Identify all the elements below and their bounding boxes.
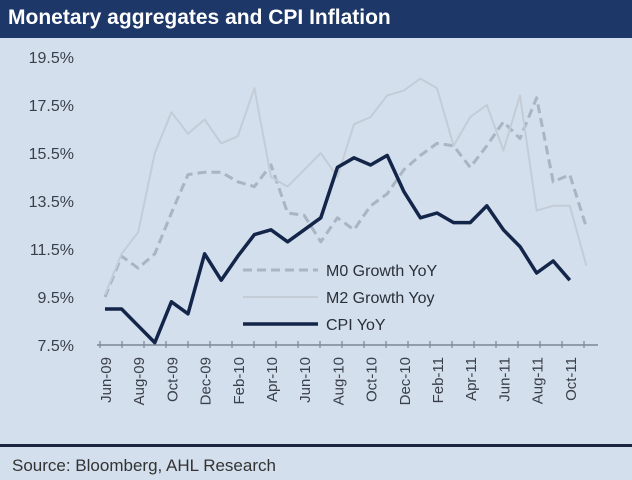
y-tick-label: 7.5%	[38, 338, 74, 355]
x-tick-label: Apr-11	[463, 357, 480, 401]
y-tick-label: 19.5%	[29, 50, 74, 67]
x-tick-label: Feb-10	[231, 357, 248, 405]
x-tick-label: Feb-11	[430, 357, 447, 403]
source-note: Source: Bloomberg, AHL Research	[12, 456, 276, 475]
x-tick-label: Aug-09	[131, 357, 148, 405]
divider	[0, 444, 632, 447]
y-tick-label: 11.5%	[30, 242, 74, 259]
legend-label: M0 Growth YoY	[326, 263, 438, 280]
x-tick-label: Jun-11	[496, 357, 513, 402]
x-tick-label: Jun-10	[297, 357, 314, 403]
x-tick-label: Jun-09	[98, 357, 115, 403]
x-tick-label: Aug-11	[530, 357, 547, 404]
x-tick-label: Oct-09	[164, 357, 181, 402]
series-line-cpi-yoy	[105, 153, 572, 345]
y-tick-label: 15.5%	[29, 146, 74, 163]
series-line-m2-growth-yoy	[104, 77, 588, 295]
chart: 19.5% 17.5% 15.5% 13.5% 11.5% 9.5% 7.5% Jun-09 A…	[29, 50, 598, 405]
y-tick-label: 9.5%	[38, 290, 74, 307]
y-tick-label: 13.5%	[29, 194, 74, 211]
x-tick-label: Dec-10	[397, 357, 414, 405]
x-tick-label: Dec-09	[198, 357, 215, 405]
y-tick-label: 17.5%	[29, 98, 74, 115]
legend-label: CPI YoY	[326, 317, 386, 334]
x-tick-label: Oct-11	[563, 357, 580, 401]
chart-title: Monetary aggregates and CPI Inflation	[8, 6, 391, 29]
x-tick-label: Aug-10	[330, 357, 347, 405]
series-line-m0-growth-yoy	[103, 96, 588, 298]
x-tick-label: Oct-10	[364, 357, 381, 402]
title-bar: Monetary aggregates and CPI Inflation	[0, 0, 632, 38]
x-tick-label: Apr-10	[264, 357, 281, 402]
legend-label: M2 Growth Yoy	[326, 290, 435, 307]
